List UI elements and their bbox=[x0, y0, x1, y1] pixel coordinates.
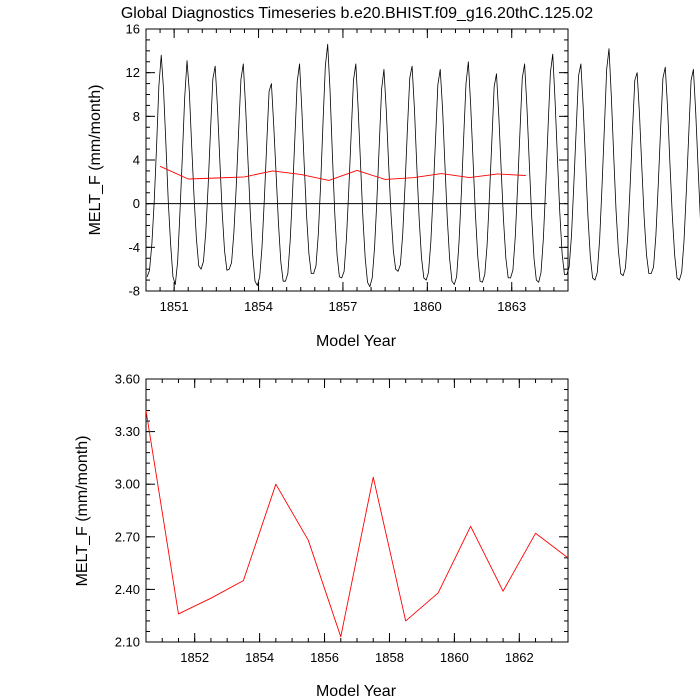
top-panel-y-tick-label: -4 bbox=[128, 240, 140, 255]
bottom-panel-plot-frame bbox=[145, 378, 569, 643]
top-panel-monthly-series-line bbox=[146, 43, 700, 288]
top-panel-y-tick-label: 12 bbox=[126, 65, 140, 80]
bottom-panel-y-tick-label: 2.70 bbox=[115, 529, 140, 544]
bottom-panel-x-axis-title: Model Year bbox=[316, 683, 397, 700]
bottom-panel-y-tick-label: 3.00 bbox=[115, 477, 140, 492]
top-panel-y-tick-label: 8 bbox=[133, 109, 140, 124]
top-panel-y-tick-label: 0 bbox=[133, 196, 140, 211]
bottom-panel-y-tick-label: 3.60 bbox=[115, 372, 140, 387]
top-panel-y-tick-label: 4 bbox=[133, 153, 140, 168]
bottom-panel-x-tick-label: 1860 bbox=[440, 650, 469, 665]
bottom-panel-x-tick-label: 1852 bbox=[180, 650, 209, 665]
bottom-panel-y-tick-label: 3.30 bbox=[115, 424, 140, 439]
bottom-panel-x-tick-label: 1856 bbox=[310, 650, 339, 665]
top-panel-y-axis-title: MELT_F (mm/month) bbox=[87, 85, 104, 236]
bottom-panel-x-tick-label: 1854 bbox=[245, 650, 274, 665]
top-panel-y-tick-label: -8 bbox=[128, 284, 140, 299]
top-panel-x-axis-title: Model Year bbox=[316, 333, 397, 350]
timeseries-panel: MELT_F (mm/month) Model Year 1851 1854 185… bbox=[87, 22, 700, 350]
top-panel-x-tick-label: 1863 bbox=[497, 299, 526, 314]
top-panel-x-tick-label: 1857 bbox=[328, 299, 357, 314]
bottom-panel-annual-mean-series-line bbox=[145, 410, 569, 638]
top-panel-annual-mean-series-line bbox=[159, 165, 526, 181]
chart-title: Global Diagnostics Timeseries b.e20.BHIS… bbox=[121, 5, 593, 22]
top-panel-x-tick-label: 1860 bbox=[413, 299, 442, 314]
bottom-panel-x-tick-label: 1858 bbox=[375, 650, 404, 665]
bottom-panel-x-tick-label: 1862 bbox=[505, 650, 534, 665]
top-panel-x-tick-label: 1854 bbox=[244, 299, 273, 314]
top-panel-x-tick-label: 1851 bbox=[160, 299, 189, 314]
bottom-panel-y-tick-label: 2.10 bbox=[115, 635, 140, 650]
top-panel-y-tick-label: 16 bbox=[126, 22, 140, 37]
annual-mean-panel: MELT_F (mm/month) Model Year 1852 1854 185… bbox=[74, 372, 569, 700]
bottom-panel-y-tick-label: 2.40 bbox=[115, 582, 140, 597]
bottom-panel-y-axis-title: MELT_F (mm/month) bbox=[74, 436, 91, 587]
